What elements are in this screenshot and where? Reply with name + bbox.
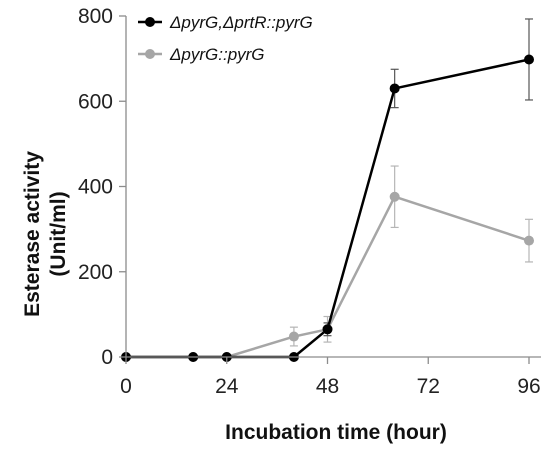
- y-tick-label-600: 600: [78, 90, 113, 113]
- legend-label-series-1: ΔpyrG,ΔprtR::pyrG: [169, 13, 313, 32]
- x-tick-label-72: 72: [417, 375, 440, 398]
- x-axis-title: Incubation time (hour): [225, 421, 447, 444]
- y-tick-label-400: 400: [78, 176, 113, 199]
- data-point-series-1-4: [322, 324, 333, 335]
- data-points: [121, 54, 534, 362]
- error-bars: [289, 18, 533, 347]
- data-point-series-2-6: [524, 235, 534, 246]
- y-axis-title-line-1: Esterase activity: [21, 151, 44, 317]
- y-axis-title-line-2: (Unit/ml): [47, 191, 70, 276]
- x-tick-label-96: 96: [517, 375, 540, 398]
- axes: [119, 15, 541, 364]
- y-tick-label-800: 800: [78, 5, 113, 28]
- data-point-series-2-5: [389, 191, 400, 202]
- series-line-1: [126, 58, 530, 359]
- x-tick-label-24: 24: [215, 375, 239, 398]
- legend-marker-series-1: [145, 17, 155, 27]
- series-lines: [126, 58, 530, 359]
- x-tick-label-0: 0: [120, 375, 132, 398]
- x-tick-label-48: 48: [316, 375, 339, 398]
- data-point-series-2-3: [288, 331, 299, 342]
- legend-label-series-2: ΔpyrG::pyrG: [169, 45, 265, 64]
- legend: ΔpyrG,ΔprtR::pyrG ΔpyrG::pyrG: [138, 13, 313, 64]
- data-point-series-1-5: [389, 83, 400, 94]
- data-point-series-1-6: [524, 54, 534, 65]
- tick-labels: 0 24 48 72 96 0 200 400 600 800: [78, 5, 541, 398]
- y-tick-label-0: 0: [101, 346, 113, 369]
- y-tick-label-200: 200: [78, 261, 113, 284]
- legend-marker-series-2: [145, 49, 155, 59]
- y-axis-title: Esterase activity (Unit/ml): [21, 151, 70, 317]
